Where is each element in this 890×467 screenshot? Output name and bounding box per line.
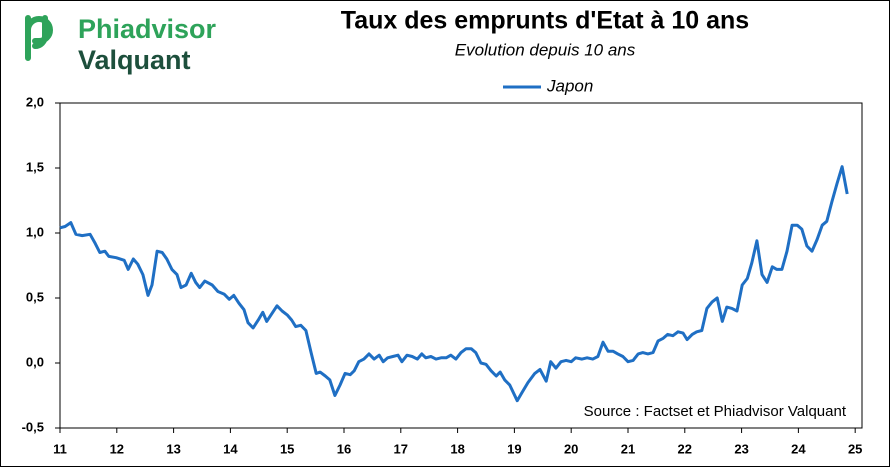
y-tick-label: -0,5 (22, 419, 44, 434)
x-tick-label: 16 (337, 441, 351, 456)
legend-label: Japon (546, 76, 593, 95)
logo-icon (25, 15, 53, 61)
x-tick-label: 14 (223, 441, 238, 456)
chart-title: Taux des emprunts d'Etat à 10 ans (341, 7, 749, 35)
y-tick-label: 1,5 (26, 159, 44, 174)
x-tick-label: 12 (110, 441, 124, 456)
x-tick-label: 22 (678, 441, 692, 456)
y-tick-label: 1,0 (26, 224, 44, 239)
logo-line1: Phiadvisor (78, 14, 217, 44)
x-tick-label: 18 (450, 441, 464, 456)
y-tick-label: 0,5 (26, 289, 44, 304)
x-tick-label: 15 (280, 441, 294, 456)
y-tick-label: 2,0 (26, 94, 44, 109)
x-tick-label: 21 (621, 441, 635, 456)
x-tick-label: 20 (564, 441, 578, 456)
y-tick-label: 0,0 (26, 354, 44, 369)
logo: Phiadvisor Valquant (25, 14, 217, 75)
x-tick-label: 11 (53, 441, 67, 456)
x-tick-label: 13 (166, 441, 180, 456)
plot-frame (59, 102, 863, 429)
x-tick-label: 17 (394, 441, 408, 456)
annotation: Source : Factset et Phiadvisor Valquant (584, 403, 847, 420)
x-tick-label: 25 (848, 441, 862, 456)
data-line (59, 165, 849, 403)
logo-line2: Valquant (78, 45, 191, 75)
x-tick-label: 24 (791, 441, 806, 456)
x-tick-label: 23 (734, 441, 748, 456)
x-tick-label: 19 (507, 441, 521, 456)
chart-subtitle: Evolution depuis 10 ans (455, 40, 636, 59)
